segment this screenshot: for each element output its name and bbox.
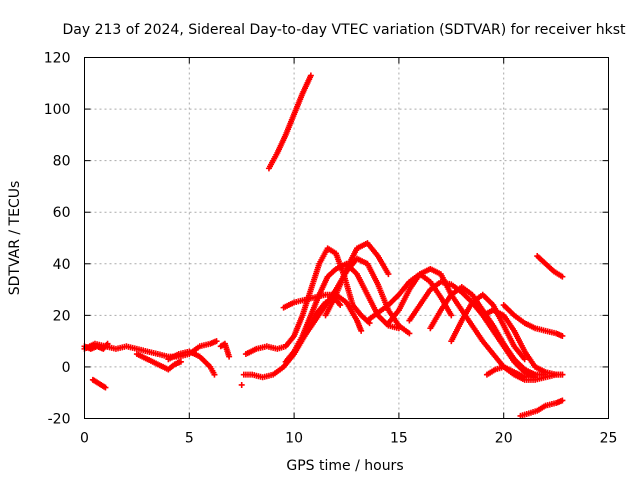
data-point-marker	[307, 72, 314, 79]
data-point-marker	[238, 381, 245, 388]
chart-title: Day 213 of 2024, Sidereal Day-to-day VTE…	[63, 22, 626, 38]
x-tick-label: 15	[390, 431, 408, 447]
y-tick-label: 120	[44, 51, 71, 67]
x-tick-label: 25	[600, 431, 618, 447]
data-point-marker	[559, 397, 566, 404]
x-tick-label: 5	[185, 431, 194, 447]
data-point-marker	[177, 358, 184, 365]
y-tick-label: 20	[53, 308, 71, 324]
data-point-marker	[559, 371, 566, 378]
x-tick-label: 0	[80, 431, 89, 447]
data-points	[81, 72, 566, 419]
data-point-marker	[559, 273, 566, 280]
x-axis-label: GPS time / hours	[286, 458, 403, 474]
axis-ticks: 0 5 10 15 20 25 -20 0 20 40 60 80 100 120	[44, 51, 618, 447]
y-axis-label: SDTVAR / TECUs	[7, 181, 23, 296]
data-point-marker	[521, 356, 528, 363]
data-point-marker	[226, 353, 233, 360]
data-point-marker	[337, 302, 344, 309]
data-point-marker	[406, 330, 413, 337]
data-point-marker	[385, 271, 392, 278]
data-point-marker	[542, 371, 549, 378]
data-point-marker	[102, 384, 109, 391]
x-tick-label: 10	[285, 431, 303, 447]
data-point-marker	[559, 332, 566, 339]
data-point-marker	[358, 327, 365, 334]
y-tick-label: -20	[48, 412, 71, 428]
y-tick-label: 100	[44, 102, 71, 118]
y-tick-label: 0	[62, 360, 71, 376]
plot-frame	[84, 57, 609, 419]
y-tick-label: 60	[53, 205, 71, 221]
y-tick-label: 80	[53, 154, 71, 170]
data-point-marker	[448, 312, 455, 319]
x-tick-label: 20	[495, 431, 513, 447]
data-point-marker	[213, 338, 220, 345]
data-point-marker	[211, 371, 218, 378]
y-tick-label: 40	[53, 257, 71, 273]
